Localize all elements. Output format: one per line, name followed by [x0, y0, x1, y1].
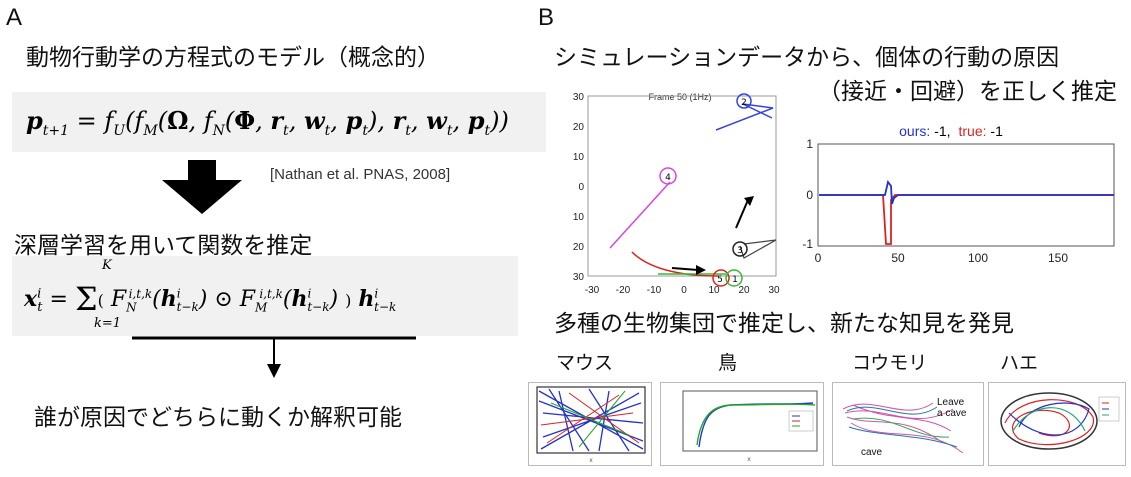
equation-of-motion: pt+1 = fU(fM(Ω, fN(Φ, rt, wt, pt), rt, w…	[26, 106, 509, 139]
y-tick: 0	[578, 182, 584, 193]
species-label-bird: 鳥	[718, 352, 738, 374]
species-label-bat: コウモリ	[852, 352, 928, 374]
x-tick: 20	[738, 285, 750, 296]
x-tick: 150	[1048, 251, 1068, 265]
legend-true-value: -1	[987, 124, 1004, 139]
agent-4-marker	[659, 167, 677, 185]
agent-5-marker	[712, 269, 730, 287]
species-label-fly: ハエ	[1000, 352, 1039, 374]
sum-lower-limit: k=1	[94, 316, 122, 331]
deep-learning-step: 深層学習を用いて関数を推定	[14, 233, 313, 259]
y-tick: 1	[806, 137, 813, 151]
x-tick: -10	[647, 285, 662, 296]
plot-frame	[587, 95, 777, 277]
sum-upper-limit: K	[102, 258, 112, 273]
ours-series	[819, 179, 1114, 205]
panel-b-title-line2: （接近・回避）を正しく推定	[818, 79, 1117, 105]
y-tick: 0	[806, 188, 813, 202]
panel-b-title-line1: シミュレーションデータから、個体の行動の原因	[554, 45, 1060, 71]
panel-b-label: B	[538, 4, 555, 31]
agent-2-trajectory	[715, 103, 774, 131]
svg-text:x: x	[747, 456, 751, 463]
y-tick: 30	[573, 92, 585, 103]
estimation-plot: ours: -1, true: -1 1 0 -1 0 50 100 150	[802, 124, 1115, 265]
agent-1-marker	[725, 269, 743, 287]
direction-arrow-right	[671, 267, 699, 271]
direction-arrow-up	[735, 199, 749, 229]
bird-trajectory-thumbnail: x	[660, 382, 824, 466]
panel-a-label: A	[6, 4, 23, 31]
agent-5-label: 5	[717, 275, 723, 285]
bat-leave-annotation: Leave a cave	[937, 397, 967, 419]
frame-title: Frame 50 (1Hz)	[648, 92, 711, 102]
agent-2-marker	[736, 93, 752, 109]
deep-model-formula-box: xit = Σ( FNi,t,k(hit−k) ⊙ FMi,t,k(hit−k)…	[12, 256, 518, 336]
estimation-legend: ours: -1, true: -1	[899, 124, 1003, 139]
x-tick: -30	[585, 285, 600, 296]
species-label-mouse: マウス	[556, 352, 614, 374]
agent-3-label: 3	[737, 246, 743, 256]
agent-5-trajectory	[631, 251, 719, 277]
bat-trajectory-thumbnail: Leave a cave cave	[832, 382, 984, 466]
y-tick: 20	[573, 122, 585, 133]
agent-3-marker	[732, 241, 748, 257]
x-tick: 0	[681, 285, 687, 296]
x-tick: -20	[616, 285, 631, 296]
legend-ours-value: -1,	[930, 124, 950, 139]
agent-1-label: 1	[732, 275, 738, 285]
y-tick: 10	[573, 212, 585, 223]
simulation-trajectory-plot: Frame 50 (1Hz) 30 20 10 0 10 20 30 -30 -…	[573, 92, 780, 296]
x-tick: 30	[768, 285, 780, 296]
equation-of-motion-box: pt+1 = fU(fM(Ω, fN(Φ, rt, wt, pt), rt, w…	[12, 92, 546, 152]
agent-4-trajectory	[609, 181, 671, 249]
x-tick: 100	[968, 251, 988, 265]
mouse-trajectory-thumbnail: x	[528, 382, 652, 466]
y-tick: 30	[573, 272, 585, 283]
multi-species-subtitle: 多種の生物集団で推定し、新たな知見を発見	[554, 311, 1014, 337]
interpretation-text: 誰が原因でどちらに動くか解釈可能	[34, 405, 402, 431]
deep-model-formula: xit = Σ( FNi,t,k(hit−k) ⊙ FMi,t,k(hit−k)…	[24, 280, 397, 318]
model-title: 動物行動学の方程式のモデル（概念的）	[26, 45, 440, 71]
citation: [Nathan et al. PNAS, 2008]	[270, 166, 451, 183]
y-tick: -1	[802, 237, 813, 251]
svg-text:x: x	[589, 457, 593, 464]
down-arrow-icon	[162, 160, 242, 214]
true-series	[819, 194, 1114, 245]
legend-true-label: true:	[959, 124, 987, 139]
x-tick: 0	[815, 251, 822, 265]
legend-ours-label: ours:	[899, 124, 930, 139]
bracket-arrow	[132, 336, 416, 378]
agent-4-label: 4	[665, 173, 671, 183]
agent-3-trajectory	[739, 239, 777, 259]
agent-2-label: 2	[741, 98, 747, 108]
y-tick: 10	[573, 152, 585, 163]
x-tick: 10	[708, 285, 720, 296]
fly-trajectory-thumbnail	[988, 382, 1126, 466]
x-tick: 50	[891, 251, 905, 265]
y-tick: 20	[573, 242, 585, 253]
bat-cave-annotation: cave	[861, 447, 883, 458]
